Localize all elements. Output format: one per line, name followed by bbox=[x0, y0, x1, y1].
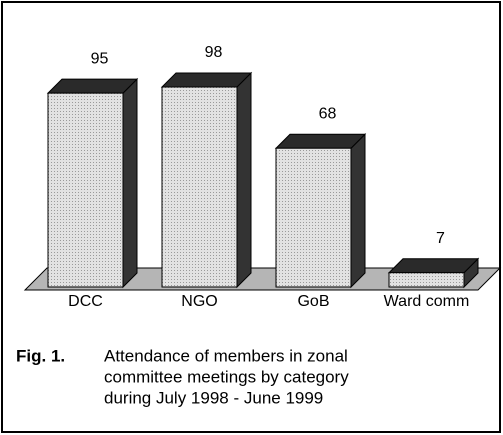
value-label: 7 bbox=[436, 230, 445, 247]
bar bbox=[46, 77, 139, 289]
bar-top bbox=[46, 78, 139, 94]
caption-line: Attendance of members in zonal bbox=[104, 346, 348, 365]
value-label: 95 bbox=[91, 50, 109, 67]
bar-front bbox=[275, 147, 352, 288]
bar-front bbox=[47, 92, 124, 288]
bar-side bbox=[236, 71, 252, 289]
x-tick-label: NGO bbox=[181, 293, 217, 310]
bar-side bbox=[350, 133, 366, 289]
x-tick-label: Ward comm bbox=[384, 293, 470, 310]
bar bbox=[160, 71, 253, 289]
bar bbox=[387, 257, 480, 289]
floor bbox=[23, 267, 502, 291]
bar-top bbox=[160, 72, 253, 88]
bar-top bbox=[274, 133, 367, 149]
x-tick-label: GoB bbox=[297, 293, 329, 310]
bar-front bbox=[388, 272, 465, 288]
value-label: 98 bbox=[205, 44, 223, 61]
bar bbox=[274, 133, 367, 289]
caption-line: during July 1998 - June 1999 bbox=[104, 388, 323, 407]
value-label: 68 bbox=[319, 105, 337, 122]
bar-front bbox=[161, 86, 238, 288]
x-tick-label: DCC bbox=[68, 293, 103, 310]
caption-line: committee meetings by category bbox=[104, 367, 349, 386]
bar-top bbox=[387, 258, 480, 274]
caption-label: Fig. 1. bbox=[16, 346, 65, 365]
bar-side bbox=[122, 77, 138, 289]
